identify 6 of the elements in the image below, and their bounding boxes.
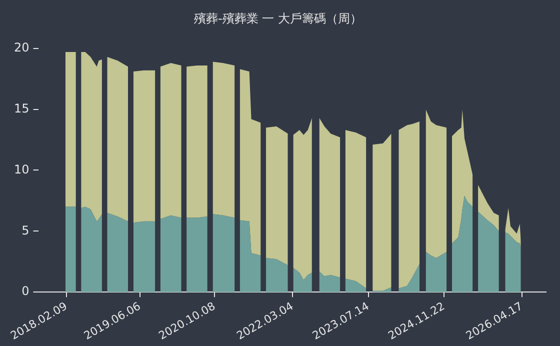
y-tick-label: 15 — [14, 101, 30, 116]
y-tick-label: 10 — [14, 162, 30, 176]
chart-title: 殯葬-殯葬業 一 大戶籌碼（周） — [194, 11, 362, 26]
y-tick-label: 20 — [14, 40, 30, 55]
y-tick-label: 5 — [22, 223, 30, 238]
y-tick-label: 0 — [22, 284, 30, 298]
